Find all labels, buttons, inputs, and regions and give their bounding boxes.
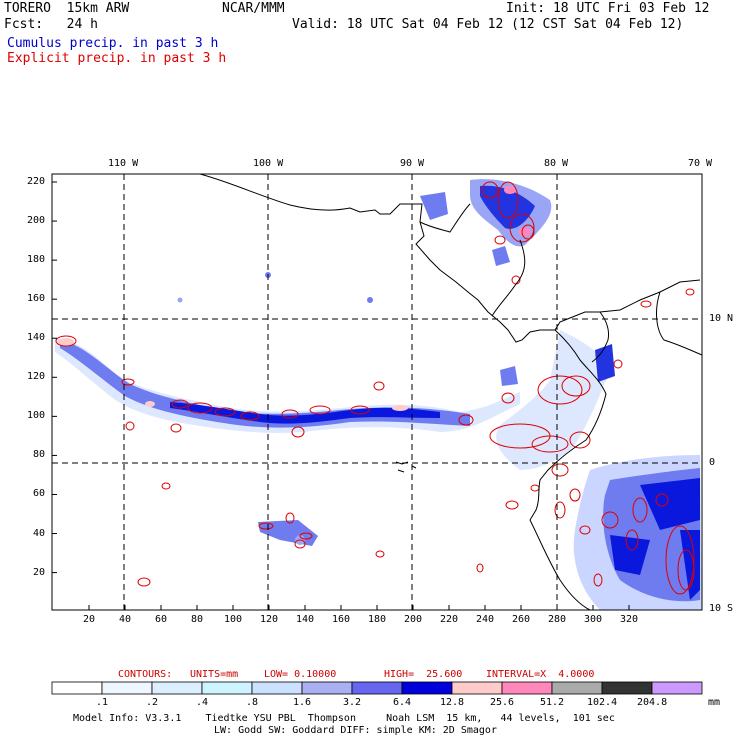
colorbar-swatch (101, 681, 153, 695)
y-tick-label: 40 (33, 527, 46, 539)
y-tick-label: 180 (27, 254, 46, 266)
colorbar-unit: mm (708, 697, 721, 708)
colorbar-label: 1.6 (293, 697, 312, 708)
lon-label-100w: 100 W (253, 158, 284, 169)
itcz-mid (60, 340, 470, 428)
colorbar-label: 204.8 (637, 697, 668, 708)
colorbar-label: 25.6 (490, 697, 515, 708)
y-tick-label: 160 (27, 293, 46, 305)
precip-field (52, 174, 702, 610)
y-tick-label: 80 (33, 449, 46, 461)
colorbar-swatch (601, 681, 653, 695)
x-tick-label: 320 (620, 614, 639, 625)
cumulus-legend: Cumulus precip. in past 3 h (7, 36, 219, 51)
y-tick-label: 220 (27, 176, 46, 187)
colorbar-swatch (51, 681, 103, 695)
x-tick-label: 100 (224, 614, 243, 625)
colorbar-swatch (251, 681, 303, 695)
y-tick-label: 100 (27, 410, 46, 422)
x-tick-label: 260 (512, 614, 531, 625)
y-tick-label: 120 (27, 371, 46, 383)
colorbar-swatch (201, 681, 253, 695)
high-label: HIGH= 25.600 (384, 669, 463, 680)
x-tick-label: 300 (584, 614, 603, 625)
lon-label-70w: 70 W (688, 158, 713, 169)
colorbar-label: .1 (96, 697, 109, 708)
colorbar-swatch (351, 681, 403, 695)
colorbar-label: 102.4 (587, 697, 618, 708)
contours-label: CONTOURS: (118, 669, 173, 680)
colorbar-swatch (501, 681, 553, 695)
x-tick-label: 200 (404, 614, 423, 625)
lon-label-110w: 110 W (108, 158, 139, 169)
colorbar-label: 6.4 (393, 697, 412, 708)
model-title: TORERO 15km ARW (4, 1, 130, 16)
x-tick-label: 40 (119, 614, 132, 625)
physics-info: LW: Godd SW: Goddard DIFF: simple KM: 2D… (214, 725, 497, 736)
valid-time: Valid: 18 UTC Sat 04 Feb 12 (12 CST Sat … (292, 17, 684, 32)
x-tick-label: 220 (440, 614, 459, 625)
lat-label-10s: 10 S (709, 603, 734, 614)
x-tick-label: 20 (83, 614, 96, 625)
low-label: LOW= 0.10000 (264, 669, 337, 680)
x-tick-label: 60 (155, 614, 168, 625)
y-tick-label: 20 (33, 566, 46, 578)
init-time: Init: 18 UTC Fri 03 Feb 12 (506, 1, 710, 16)
explicit-legend: Explicit precip. in past 3 h (7, 51, 227, 66)
carib-core (480, 185, 535, 229)
lat-label-0: 0 (709, 457, 716, 468)
org-label: NCAR/MMM (222, 1, 285, 16)
colorbar-swatch (401, 681, 453, 695)
colorbar-swatch (301, 681, 353, 695)
colorbar-swatch (151, 681, 203, 695)
lon-label-80w: 80 W (544, 158, 569, 169)
x-tick-label: 280 (548, 614, 567, 625)
forecast-hour: Fcst: 24 h (4, 17, 98, 32)
x-tick-label: 140 (296, 614, 315, 625)
colorbar-label: 3.2 (343, 697, 362, 708)
colorbar-swatch (551, 681, 603, 695)
colorbar-label: .2 (146, 697, 159, 708)
coastlines (199, 174, 702, 610)
colorbar (51, 681, 703, 695)
lon-label-90w: 90 W (400, 158, 425, 169)
y-tick-label: 140 (27, 332, 46, 344)
explicit-contours (55, 181, 695, 595)
y-tick-label: 200 (27, 215, 46, 227)
x-tick-label: 80 (191, 614, 204, 625)
model-info: Model Info: V3.3.1 Tiedtke YSU PBL Thomp… (73, 713, 615, 724)
colorbar-swatch (451, 681, 503, 695)
units-label: UNITS=mm (190, 669, 239, 680)
x-tick-label: 160 (332, 614, 351, 625)
colorbar-label: .8 (246, 697, 259, 708)
itcz-core (170, 402, 440, 424)
x-tick-label: 180 (368, 614, 387, 625)
y-tick-label: 60 (33, 488, 46, 500)
lat-label-10n: 10 N (709, 313, 734, 324)
colorbar-swatch (651, 681, 703, 695)
colorbar-label: 12.8 (440, 697, 465, 708)
sa-east-core (610, 478, 700, 600)
colorbar-label: 51.2 (540, 697, 565, 708)
colorbar-label: .4 (196, 697, 209, 708)
x-tick-label: 120 (260, 614, 279, 625)
lat-lon-grid (52, 174, 702, 610)
sa-shade (496, 330, 610, 470)
x-tick-label: 240 (476, 614, 495, 625)
interval-label: INTERVAL=X 4.0000 (486, 669, 595, 680)
